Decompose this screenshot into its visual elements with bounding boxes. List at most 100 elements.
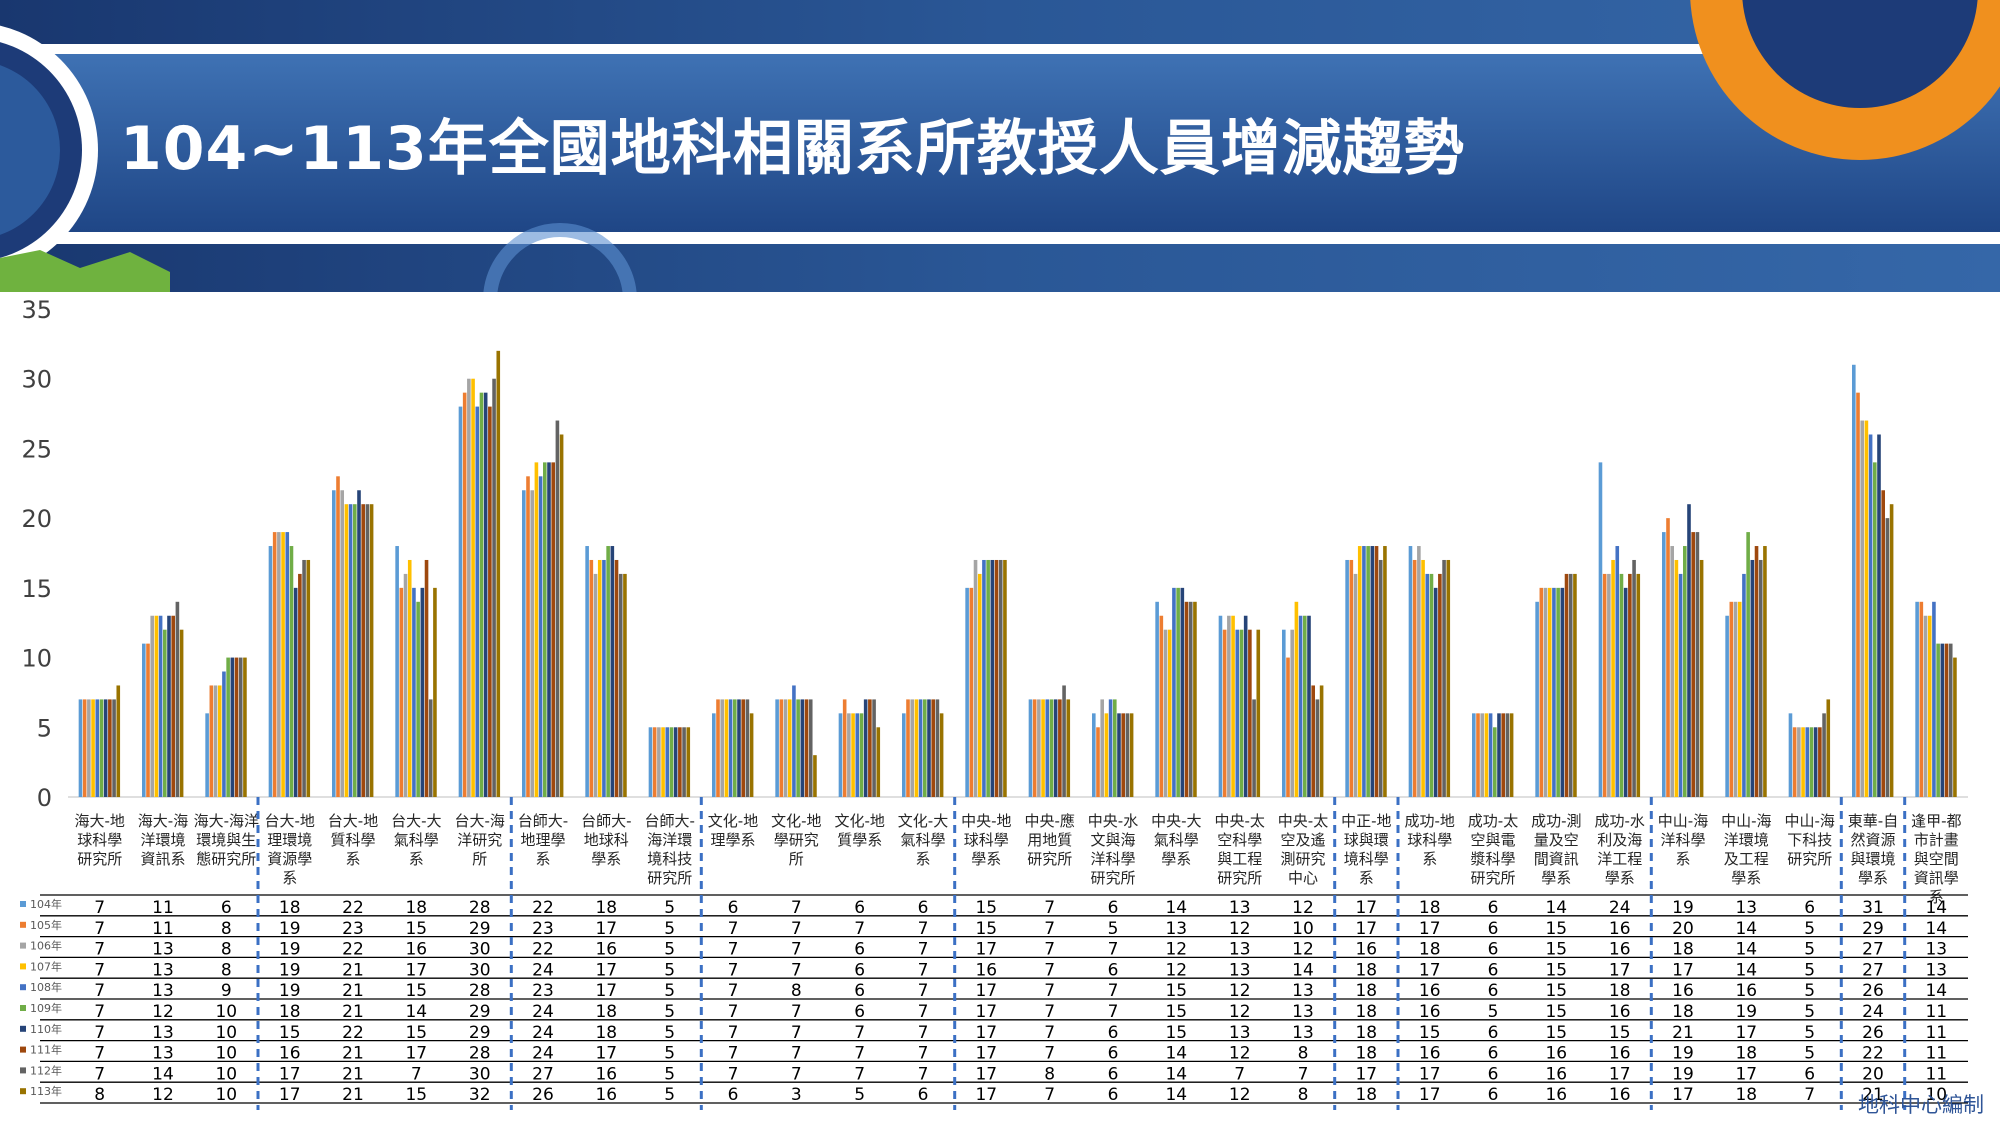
table-cell: 7 [94, 1002, 105, 1022]
category-label: 氣科學 [1154, 831, 1199, 849]
table-cell: 14 [1925, 919, 1947, 939]
table-cell: 5 [664, 1044, 675, 1064]
table-cell: 28 [469, 898, 491, 918]
bar-108年-27 [1805, 727, 1810, 797]
table-cell: 13 [152, 960, 174, 980]
bar-113年-11 [813, 755, 817, 797]
bar-104年-25 [1662, 532, 1666, 797]
bar-108年-28 [1868, 434, 1873, 797]
bar-111年-24 [1628, 573, 1632, 797]
category-label: 理學系 [710, 831, 755, 849]
table-cell: 10 [215, 1023, 237, 1043]
bar-112年-0 [112, 699, 116, 797]
table-cell: 6 [221, 898, 232, 918]
bar-104年-2 [205, 713, 209, 797]
bar-106年-23 [1543, 587, 1548, 797]
table-cell: 7 [728, 960, 739, 980]
table-cell: 17 [975, 1002, 997, 1022]
bar-109年-0 [99, 699, 104, 797]
bar-109年-14 [986, 559, 990, 797]
bar-113年-29 [1953, 657, 1957, 797]
bar-111年-1 [171, 615, 175, 797]
bar-110年-7 [547, 462, 551, 797]
table-cell: 17 [1735, 1064, 1757, 1084]
table-cell: 15 [1545, 940, 1567, 960]
bar-110年-26 [1750, 559, 1755, 797]
category-label: 研究所 [1217, 869, 1262, 887]
bar-107年-27 [1801, 727, 1805, 797]
table-cell: 6 [1488, 960, 1499, 980]
category-label: 研究所 [1090, 869, 1135, 887]
category-label: 與環境 [1850, 850, 1895, 868]
category-label: 下科技 [1787, 831, 1832, 849]
table-cell: 5 [664, 940, 675, 960]
bar-111年-2 [234, 657, 239, 797]
table-cell: 13 [1925, 940, 1947, 960]
table-cell: 7 [791, 960, 802, 980]
category-label: 空與電 [1470, 831, 1515, 849]
table-cell: 29 [469, 1023, 491, 1043]
bar-110年-1 [167, 615, 171, 797]
table-cell: 6 [918, 1085, 929, 1105]
bar-104年-19 [1282, 629, 1286, 797]
table-cell: 7 [728, 1002, 739, 1022]
bar-112年-26 [1758, 559, 1763, 797]
bar-110年-2 [230, 657, 235, 797]
category-label: 然資源 [1850, 831, 1895, 849]
category-label: 東華-自 [1848, 812, 1898, 830]
bar-106年-6 [467, 378, 471, 797]
legend-label: 112年 [30, 1063, 62, 1077]
table-cell: 30 [469, 940, 491, 960]
bar-107年-26 [1737, 601, 1742, 797]
table-cell: 18 [1672, 1002, 1694, 1022]
table-cell: 16 [1419, 981, 1441, 1001]
bar-113年-0 [116, 685, 121, 797]
bar-113年-12 [876, 727, 881, 797]
bar-109年-29 [1936, 643, 1940, 797]
bar-105年-3 [272, 532, 277, 797]
bar-104年-22 [1472, 713, 1476, 797]
table-cell: 17 [595, 1044, 617, 1064]
bar-105年-0 [82, 699, 87, 797]
bar-107年-10 [724, 699, 729, 797]
table-cell: 7 [1108, 940, 1119, 960]
bar-108年-8 [602, 559, 606, 797]
category-label: 台師大- [581, 812, 631, 830]
table-cell: 19 [1672, 1044, 1694, 1064]
table-cell: 24 [532, 960, 554, 980]
table-cell: 18 [405, 898, 427, 918]
table-cell: 14 [1925, 981, 1947, 1001]
table-cell: 16 [975, 960, 997, 980]
table-cell: 7 [1108, 981, 1119, 1001]
table-cell: 7 [1044, 960, 1055, 980]
table-cell: 7 [854, 1023, 865, 1043]
bar-104年-27 [1788, 713, 1793, 797]
table-cell: 7 [94, 898, 105, 918]
table-cell: 15 [1165, 1002, 1187, 1022]
table-cell: 5 [1804, 1023, 1815, 1043]
category-label: 中山-海 [1721, 812, 1771, 830]
table-cell: 18 [595, 1002, 617, 1022]
bar-108年-14 [982, 559, 986, 797]
bar-113年-23 [1573, 573, 1577, 797]
table-cell: 29 [469, 919, 491, 939]
bar-111年-0 [108, 699, 112, 797]
table-cell: 7 [728, 1044, 739, 1064]
table-cell: 15 [975, 898, 997, 918]
table-cell: 17 [975, 1023, 997, 1043]
table-cell: 15 [1419, 1023, 1441, 1043]
table-cell: 7 [94, 981, 105, 1001]
bar-105年-4 [336, 476, 340, 797]
table-cell: 21 [342, 981, 364, 1001]
bar-106年-19 [1290, 629, 1294, 797]
table-cell: 19 [279, 981, 301, 1001]
table-cell: 7 [728, 919, 739, 939]
table-cell: 5 [1804, 1002, 1815, 1022]
bar-110年-0 [103, 699, 108, 797]
table-cell: 18 [1419, 940, 1441, 960]
bar-111年-22 [1501, 713, 1505, 797]
bar-109年-16 [1113, 699, 1117, 797]
bar-110年-9 [673, 727, 678, 797]
table-cell: 7 [918, 1044, 929, 1064]
bar-112年-11 [808, 699, 813, 797]
